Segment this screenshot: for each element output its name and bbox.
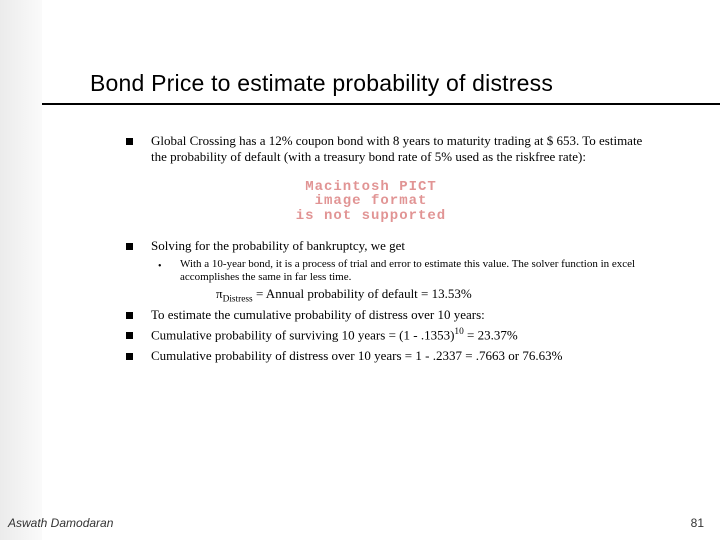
bullet-text: Cumulative probability of distress over …	[151, 348, 660, 364]
bullet-item: Solving for the probability of bankruptc…	[126, 238, 660, 254]
pi-subscript: Distress	[223, 295, 253, 305]
formula-line: πDistress = Annual probability of defaul…	[216, 286, 660, 305]
placeholder-line: Macintosh PICT	[256, 180, 486, 195]
slide-left-shadow	[0, 0, 42, 540]
bullet-text: Cumulative probability of surviving 10 y…	[151, 327, 660, 344]
bullet-item: To estimate the cumulative probability o…	[126, 307, 660, 323]
square-bullet-icon	[126, 243, 133, 250]
dot-bullet-icon: •	[158, 261, 166, 272]
sub-bullet-text: With a 10-year bond, it is a process of …	[180, 258, 660, 284]
formula-text: = Annual probability of default = 13.53%	[253, 286, 472, 301]
square-bullet-icon	[126, 332, 133, 339]
placeholder-line: image format	[256, 194, 486, 209]
bullet-item: Global Crossing has a 12% coupon bond wi…	[126, 133, 660, 166]
title-underline	[42, 103, 720, 105]
placeholder-line: is not supported	[256, 209, 486, 224]
content-area: Global Crossing has a 12% coupon bond wi…	[126, 133, 660, 364]
exponent: 10	[454, 327, 463, 337]
square-bullet-icon	[126, 353, 133, 360]
footer-author: Aswath Damodaran	[8, 516, 113, 530]
bullet-text: Solving for the probability of bankruptc…	[151, 238, 660, 254]
text-part: Cumulative probability of surviving 10 y…	[151, 327, 454, 342]
slide-body: Bond Price to estimate probability of di…	[42, 0, 720, 540]
pi-symbol: π	[216, 286, 223, 301]
bullet-item: Cumulative probability of surviving 10 y…	[126, 327, 660, 344]
bullet-item: Cumulative probability of distress over …	[126, 348, 660, 364]
square-bullet-icon	[126, 312, 133, 319]
bullet-text: Global Crossing has a 12% coupon bond wi…	[151, 133, 660, 166]
footer-page-number: 81	[691, 516, 704, 530]
sub-bullet-item: • With a 10-year bond, it is a process o…	[158, 258, 660, 284]
bullet-text: To estimate the cumulative probability o…	[151, 307, 660, 323]
square-bullet-icon	[126, 138, 133, 145]
slide-title: Bond Price to estimate probability of di…	[90, 70, 720, 97]
text-part: = 23.37%	[464, 327, 518, 342]
pict-placeholder: Macintosh PICT image format is not suppo…	[256, 180, 486, 224]
